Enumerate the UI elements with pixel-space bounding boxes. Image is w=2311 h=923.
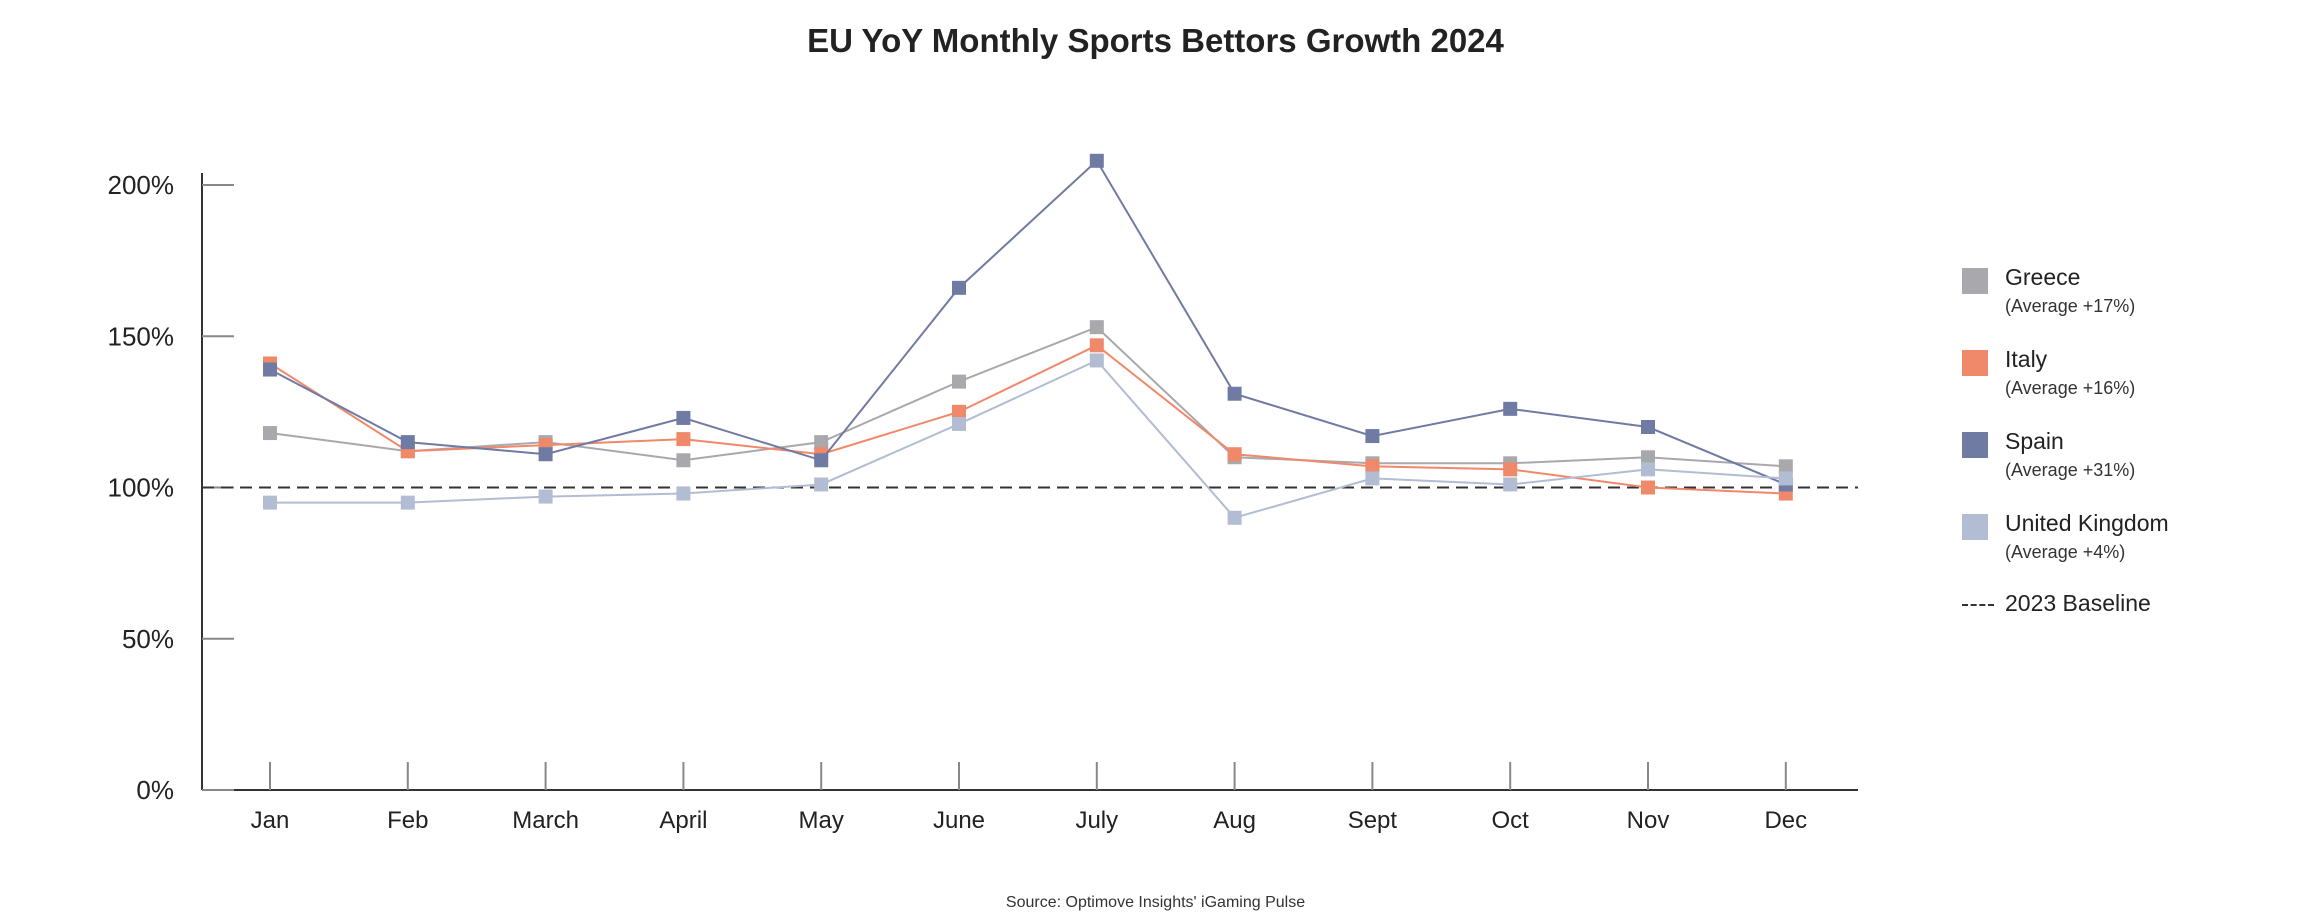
x-tick-label: April: [659, 807, 707, 834]
data-point-united-kingdom: [1089, 353, 1104, 368]
data-point-united-kingdom: [1227, 510, 1242, 525]
data-point-spain: [952, 280, 966, 295]
x-tick-label: Aug: [1213, 807, 1256, 834]
legend-item-united-kingdom: United Kingdom (Average +4%): [1962, 508, 2292, 590]
x-tick-label: Sept: [1348, 807, 1398, 834]
data-point-italy: [1227, 447, 1242, 462]
series-layer: [263, 153, 1793, 525]
legend-swatch-united-kingdom: [1962, 514, 1988, 540]
y-tick-label: 150%: [108, 321, 175, 351]
data-point-spain: [1089, 153, 1104, 168]
data-point-italy: [1365, 459, 1380, 474]
series-united-kingdom: [263, 353, 1793, 525]
data-point-united-kingdom: [1641, 462, 1655, 477]
legend-label-italy: Italy: [2005, 346, 2048, 372]
data-point-united-kingdom: [952, 416, 966, 431]
legend: Greece (Average +17%) Italy (Average +16…: [1962, 262, 2292, 630]
tick-labels: 0% 50% 100% 150% 200% Jan Feb March April May June…: [108, 170, 1808, 834]
data-point-spain: [1365, 429, 1380, 444]
data-point-spain: [538, 447, 553, 462]
source-note: Source: Optimove Insights' iGaming Pulse: [1005, 894, 1306, 911]
data-point-italy: [676, 432, 691, 447]
data-point-greece: [952, 374, 966, 389]
y-tick-label: 200%: [108, 170, 175, 200]
x-tick-label: July: [1075, 807, 1118, 834]
data-point-spain: [1641, 420, 1655, 434]
data-point-spain: [1503, 401, 1518, 416]
data-point-italy: [952, 404, 966, 419]
y-tick-label: 50%: [122, 624, 174, 654]
x-tick-label: Jan: [251, 807, 290, 834]
data-point-greece: [1778, 459, 1793, 474]
legend-swatch-spain: [1962, 432, 1988, 458]
data-point-united-kingdom: [400, 495, 415, 510]
legend-label-greece: Greece: [2005, 264, 2081, 290]
x-tick-label: June: [933, 807, 985, 834]
legend-average-greece: (Average +17%): [2005, 296, 2136, 316]
series-italy: [263, 338, 1793, 501]
data-point-spain: [400, 435, 415, 450]
x-tick-label: Nov: [1627, 807, 1670, 834]
legend-label-baseline: 2023 Baseline: [2005, 590, 2151, 616]
data-point-italy: [1089, 338, 1104, 353]
series-spain: [263, 153, 1793, 492]
axes: [201, 173, 1858, 791]
data-point-spain: [814, 453, 829, 468]
data-point-greece: [814, 435, 829, 450]
baseline-dash-icon: [1962, 604, 1994, 606]
legend-item-italy: Italy (Average +16%): [1962, 344, 2292, 426]
x-tick-label: May: [799, 807, 844, 834]
series-line-italy: [269, 344, 1786, 495]
data-point-united-kingdom: [263, 495, 277, 510]
legend-swatch-greece: [1962, 268, 1988, 294]
data-point-united-kingdom: [538, 489, 553, 504]
legend-label-spain: Spain: [2005, 428, 2064, 454]
x-tick-label: Feb: [387, 807, 428, 834]
data-point-united-kingdom: [676, 486, 691, 501]
x-tick-label: March: [512, 807, 579, 834]
legend-item-greece: Greece (Average +17%): [1962, 262, 2292, 344]
legend-label-united-kingdom: United Kingdom: [2005, 510, 2169, 536]
data-point-united-kingdom: [1778, 471, 1793, 486]
legend-average-united-kingdom: (Average +4%): [2005, 542, 2126, 562]
legend-item-baseline: 2023 Baseline: [1962, 590, 2292, 630]
y-tick-label: 100%: [108, 473, 175, 503]
data-point-greece: [1089, 320, 1104, 335]
chart-title: EU YoY Monthly Sports Bettors Growth 202…: [807, 22, 1504, 59]
data-point-spain: [1227, 386, 1242, 401]
data-point-italy: [1641, 480, 1655, 495]
data-point-greece: [1641, 450, 1655, 465]
x-tick-label: Oct: [1492, 807, 1530, 834]
legend-average-italy: (Average +16%): [2005, 378, 2136, 398]
data-point-united-kingdom: [1365, 471, 1380, 486]
series-line-spain: [269, 159, 1787, 486]
data-point-united-kingdom: [814, 477, 829, 492]
data-point-greece: [676, 453, 691, 468]
data-point-united-kingdom: [1503, 477, 1518, 492]
legend-average-spain: (Average +31%): [2005, 460, 2136, 480]
series-line-greece: [269, 326, 1786, 468]
y-tick-label: 0%: [136, 775, 174, 805]
data-point-greece: [263, 426, 277, 441]
data-point-spain: [676, 410, 691, 425]
series-line-united-kingdom: [270, 359, 1786, 519]
legend-swatch-italy: [1962, 350, 1988, 376]
data-point-spain: [263, 362, 277, 377]
data-point-italy: [1503, 462, 1518, 477]
x-tick-label: Dec: [1764, 807, 1807, 834]
legend-item-spain: Spain (Average +31%): [1962, 426, 2292, 508]
